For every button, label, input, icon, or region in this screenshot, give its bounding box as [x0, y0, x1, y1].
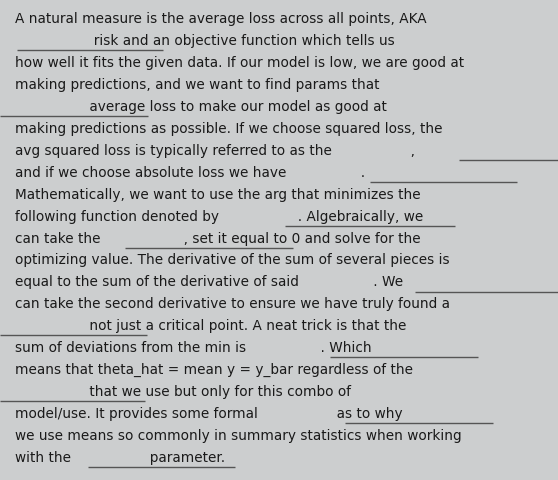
- Text: sum of deviations from the min is                 . Which: sum of deviations from the min is . Whic…: [15, 341, 372, 355]
- Text: A natural measure is the average loss across all points, AKA: A natural measure is the average loss ac…: [15, 12, 427, 26]
- Text: Mathematically, we want to use the arg that minimizes the: Mathematically, we want to use the arg t…: [15, 187, 421, 201]
- Text: equal to the sum of the derivative of said                 . We: equal to the sum of the derivative of sa…: [15, 275, 403, 289]
- Text: can take the                   , set it equal to 0 and solve for the: can take the , set it equal to 0 and sol…: [15, 231, 421, 245]
- Text: average loss to make our model as good at: average loss to make our model as good a…: [15, 100, 387, 114]
- Text: how well it fits the given data. If our model is low, we are good at: how well it fits the given data. If our …: [15, 56, 464, 70]
- Text: making predictions as possible. If we choose squared loss, the: making predictions as possible. If we ch…: [15, 121, 442, 135]
- Text: we use means so commonly in summary statistics when working: we use means so commonly in summary stat…: [15, 428, 461, 442]
- Text: with the                  parameter.: with the parameter.: [15, 450, 225, 464]
- Text: means that theta_hat = mean y = y_bar regardless of the: means that theta_hat = mean y = y_bar re…: [15, 362, 413, 377]
- Text: can take the second derivative to ensure we have truly found a: can take the second derivative to ensure…: [15, 297, 450, 311]
- Text: that we use but only for this combo of: that we use but only for this combo of: [15, 384, 351, 398]
- Text: model/use. It provides some formal                  as to why: model/use. It provides some formal as to…: [15, 406, 403, 420]
- Text: and if we choose absolute loss we have                 .: and if we choose absolute loss we have .: [15, 165, 365, 180]
- Text: making predictions, and we want to find params that: making predictions, and we want to find …: [15, 78, 379, 92]
- Text: not just a critical point. A neat trick is that the: not just a critical point. A neat trick …: [15, 319, 406, 333]
- Text: avg squared loss is typically referred to as the                  ,: avg squared loss is typically referred t…: [15, 144, 415, 157]
- Text: following function denoted by                  . Algebraically, we: following function denoted by . Algebrai…: [15, 209, 424, 223]
- Text: risk and an objective function which tells us: risk and an objective function which tel…: [15, 34, 395, 48]
- Text: optimizing value. The derivative of the sum of several pieces is: optimizing value. The derivative of the …: [15, 253, 450, 267]
